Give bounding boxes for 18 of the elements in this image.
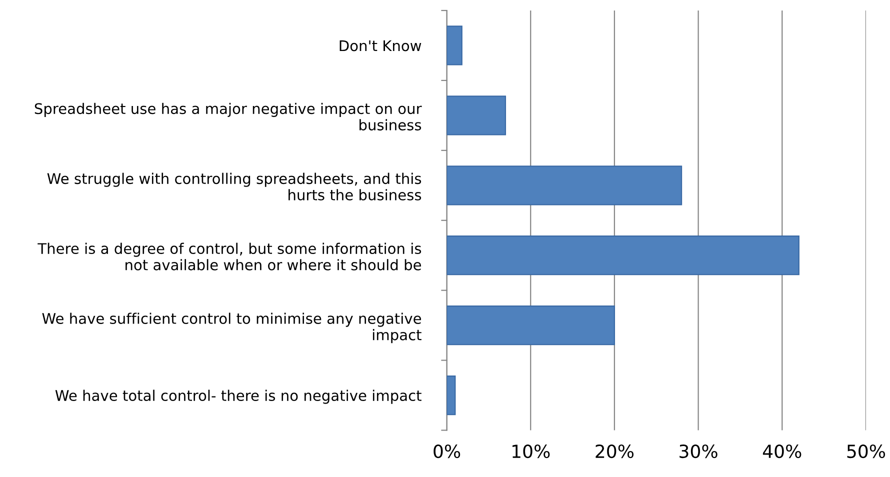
bar [446, 306, 616, 346]
x-tick-label: 50% [847, 444, 886, 458]
bar [446, 96, 506, 136]
y-tick-label: We have total control- there is no negative impact [55, 390, 422, 404]
bar [446, 166, 682, 206]
x-tick-label: 40% [762, 444, 802, 458]
y-tick-label: We have sufficient control to minimise any negative impact [42, 312, 422, 344]
bar [446, 26, 462, 66]
y-tick-label: There is a degree of control, but some information is not available when or where it should be [38, 242, 422, 270]
x-tick-label: 30% [680, 444, 718, 458]
x-tick-label: 10% [512, 444, 550, 458]
bar [446, 236, 800, 276]
y-tick-label: Spreadsheet use has a major negative impact on our business [34, 102, 422, 130]
x-tick-label: 0% [434, 444, 460, 458]
x-tick-label: 20% [596, 444, 634, 458]
bar [446, 375, 456, 416]
y-tick-label: We struggle with controlling spreadsheets, and this hurts the business [47, 172, 422, 200]
y-tick-label: Don't Know [340, 40, 422, 52]
